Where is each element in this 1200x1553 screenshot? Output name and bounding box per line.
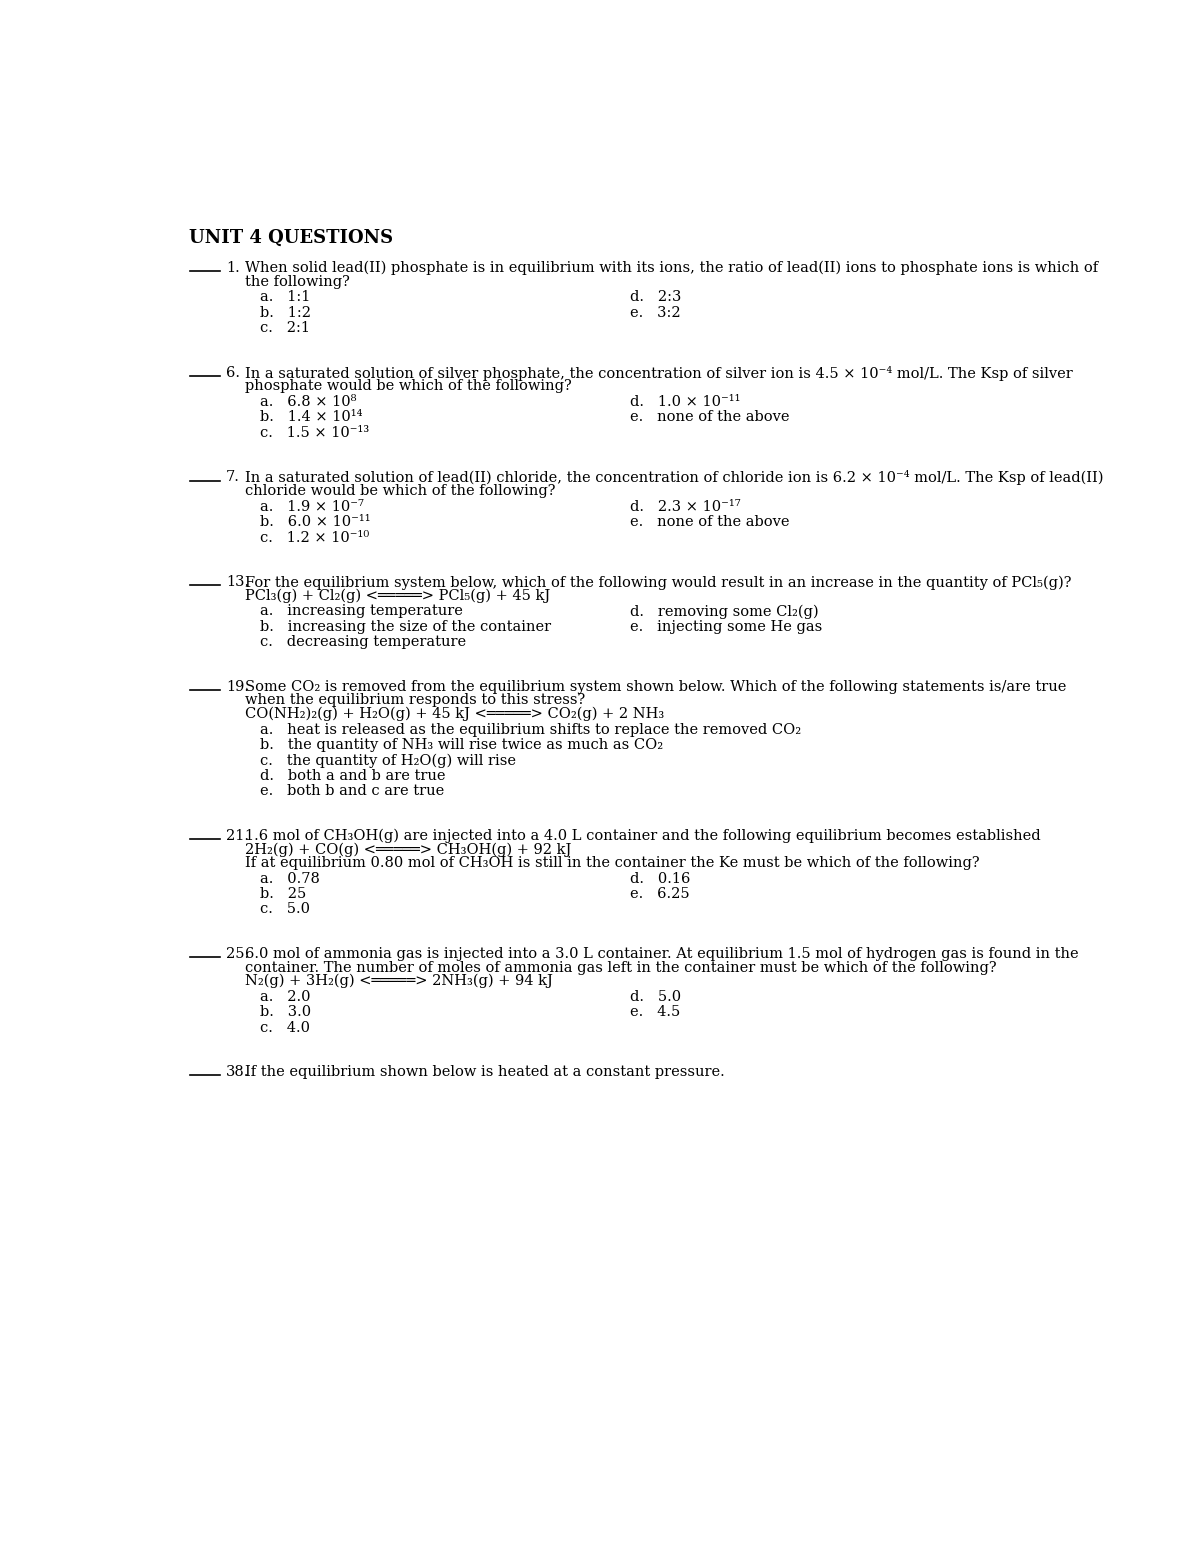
Text: a.   0.78: a. 0.78 xyxy=(260,871,320,885)
Text: 7.: 7. xyxy=(226,471,240,485)
Text: d.   0.16: d. 0.16 xyxy=(630,871,691,885)
Text: e.   injecting some He gas: e. injecting some He gas xyxy=(630,620,823,634)
Text: when the equilibrium responds to this stress?: when the equilibrium responds to this st… xyxy=(245,693,584,708)
Text: d.   5.0: d. 5.0 xyxy=(630,989,682,1003)
Text: e.   both b and c are true: e. both b and c are true xyxy=(260,784,444,798)
Text: c.   1.2 × 10⁻¹⁰: c. 1.2 × 10⁻¹⁰ xyxy=(260,531,370,545)
Text: b.   1.4 × 10¹⁴: b. 1.4 × 10¹⁴ xyxy=(260,410,362,424)
Text: 6.: 6. xyxy=(226,367,240,380)
Text: phosphate would be which of the following?: phosphate would be which of the followin… xyxy=(245,379,571,393)
Text: d.   removing some Cl₂(g): d. removing some Cl₂(g) xyxy=(630,604,820,618)
Text: chloride would be which of the following?: chloride would be which of the following… xyxy=(245,485,556,499)
Text: 1.: 1. xyxy=(226,261,240,275)
Text: c.   4.0: c. 4.0 xyxy=(260,1020,310,1034)
Text: a.   1.9 × 10⁻⁷: a. 1.9 × 10⁻⁷ xyxy=(260,500,364,514)
Text: a.   6.8 × 10⁸: a. 6.8 × 10⁸ xyxy=(260,394,356,408)
Text: 21.: 21. xyxy=(226,829,248,843)
Text: b.   3.0: b. 3.0 xyxy=(260,1005,311,1019)
Text: a.   1:1: a. 1:1 xyxy=(260,290,311,304)
Text: c.   2:1: c. 2:1 xyxy=(260,321,310,335)
Text: e.   none of the above: e. none of the above xyxy=(630,410,790,424)
Text: d.   1.0 × 10⁻¹¹: d. 1.0 × 10⁻¹¹ xyxy=(630,394,742,408)
Text: In a saturated solution of silver phosphate, the concentration of silver ion is : In a saturated solution of silver phosph… xyxy=(245,367,1073,380)
Text: Some CO₂ is removed from the equilibrium system shown below. Which of the follow: Some CO₂ is removed from the equilibrium… xyxy=(245,680,1066,694)
Text: If the equilibrium shown below is heated at a constant pressure.: If the equilibrium shown below is heated… xyxy=(245,1065,725,1079)
Text: a.   heat is released as the equilibrium shifts to replace the removed CO₂: a. heat is released as the equilibrium s… xyxy=(260,722,802,736)
Text: c.   1.5 × 10⁻¹³: c. 1.5 × 10⁻¹³ xyxy=(260,426,370,439)
Text: 6.0 mol of ammonia gas is injected into a 3.0 L container. At equilibrium 1.5 mo: 6.0 mol of ammonia gas is injected into … xyxy=(245,947,1078,961)
Text: 2H₂(g) + CO(g) <═════> CH₃OH(g) + 92 kJ: 2H₂(g) + CO(g) <═════> CH₃OH(g) + 92 kJ xyxy=(245,842,571,857)
Text: b.   increasing the size of the container: b. increasing the size of the container xyxy=(260,620,551,634)
Text: CO(NH₂)₂(g) + H₂O(g) + 45 kJ <═════> CO₂(g) + 2 NH₃: CO(NH₂)₂(g) + H₂O(g) + 45 kJ <═════> CO₂… xyxy=(245,707,664,721)
Text: UNIT 4 QUESTIONS: UNIT 4 QUESTIONS xyxy=(188,228,392,247)
Text: e.   6.25: e. 6.25 xyxy=(630,887,690,901)
Text: If at equilibrium 0.80 mol of CH₃OH is still in the container the Ke must be whi: If at equilibrium 0.80 mol of CH₃OH is s… xyxy=(245,856,979,870)
Text: PCl₃(g) + Cl₂(g) <═════> PCl₅(g) + 45 kJ: PCl₃(g) + Cl₂(g) <═════> PCl₅(g) + 45 kJ xyxy=(245,589,550,603)
Text: 38.: 38. xyxy=(226,1065,250,1079)
Text: 13.: 13. xyxy=(226,575,250,589)
Text: For the equilibrium system below, which of the following would result in an incr: For the equilibrium system below, which … xyxy=(245,575,1072,590)
Text: 1.6 mol of CH₃OH(g) are injected into a 4.0 L container and the following equili: 1.6 mol of CH₃OH(g) are injected into a … xyxy=(245,829,1040,843)
Text: 25.: 25. xyxy=(226,947,250,961)
Text: the following?: the following? xyxy=(245,275,349,289)
Text: b.   25: b. 25 xyxy=(260,887,306,901)
Text: 19.: 19. xyxy=(226,680,248,694)
Text: c.   5.0: c. 5.0 xyxy=(260,902,310,916)
Text: a.   increasing temperature: a. increasing temperature xyxy=(260,604,463,618)
Text: c.   the quantity of H₂O(g) will rise: c. the quantity of H₂O(g) will rise xyxy=(260,753,516,767)
Text: e.   3:2: e. 3:2 xyxy=(630,306,682,320)
Text: b.   6.0 × 10⁻¹¹: b. 6.0 × 10⁻¹¹ xyxy=(260,516,371,530)
Text: b.   1:2: b. 1:2 xyxy=(260,306,311,320)
Text: d.   2.3 × 10⁻¹⁷: d. 2.3 × 10⁻¹⁷ xyxy=(630,500,742,514)
Text: b.   the quantity of NH₃ will rise twice as much as CO₂: b. the quantity of NH₃ will rise twice a… xyxy=(260,738,664,752)
Text: In a saturated solution of lead(II) chloride, the concentration of chloride ion : In a saturated solution of lead(II) chlo… xyxy=(245,471,1103,486)
Text: e.   4.5: e. 4.5 xyxy=(630,1005,680,1019)
Text: container. The number of moles of ammonia gas left in the container must be whic: container. The number of moles of ammoni… xyxy=(245,961,996,975)
Text: d.   2:3: d. 2:3 xyxy=(630,290,682,304)
Text: d.   both a and b are true: d. both a and b are true xyxy=(260,769,445,783)
Text: N₂(g) + 3H₂(g) <═════> 2NH₃(g) + 94 kJ: N₂(g) + 3H₂(g) <═════> 2NH₃(g) + 94 kJ xyxy=(245,974,552,988)
Text: When solid lead(II) phosphate is in equilibrium with its ions, the ratio of lead: When solid lead(II) phosphate is in equi… xyxy=(245,261,1098,275)
Text: e.   none of the above: e. none of the above xyxy=(630,516,790,530)
Text: c.   decreasing temperature: c. decreasing temperature xyxy=(260,635,466,649)
Text: a.   2.0: a. 2.0 xyxy=(260,989,311,1003)
